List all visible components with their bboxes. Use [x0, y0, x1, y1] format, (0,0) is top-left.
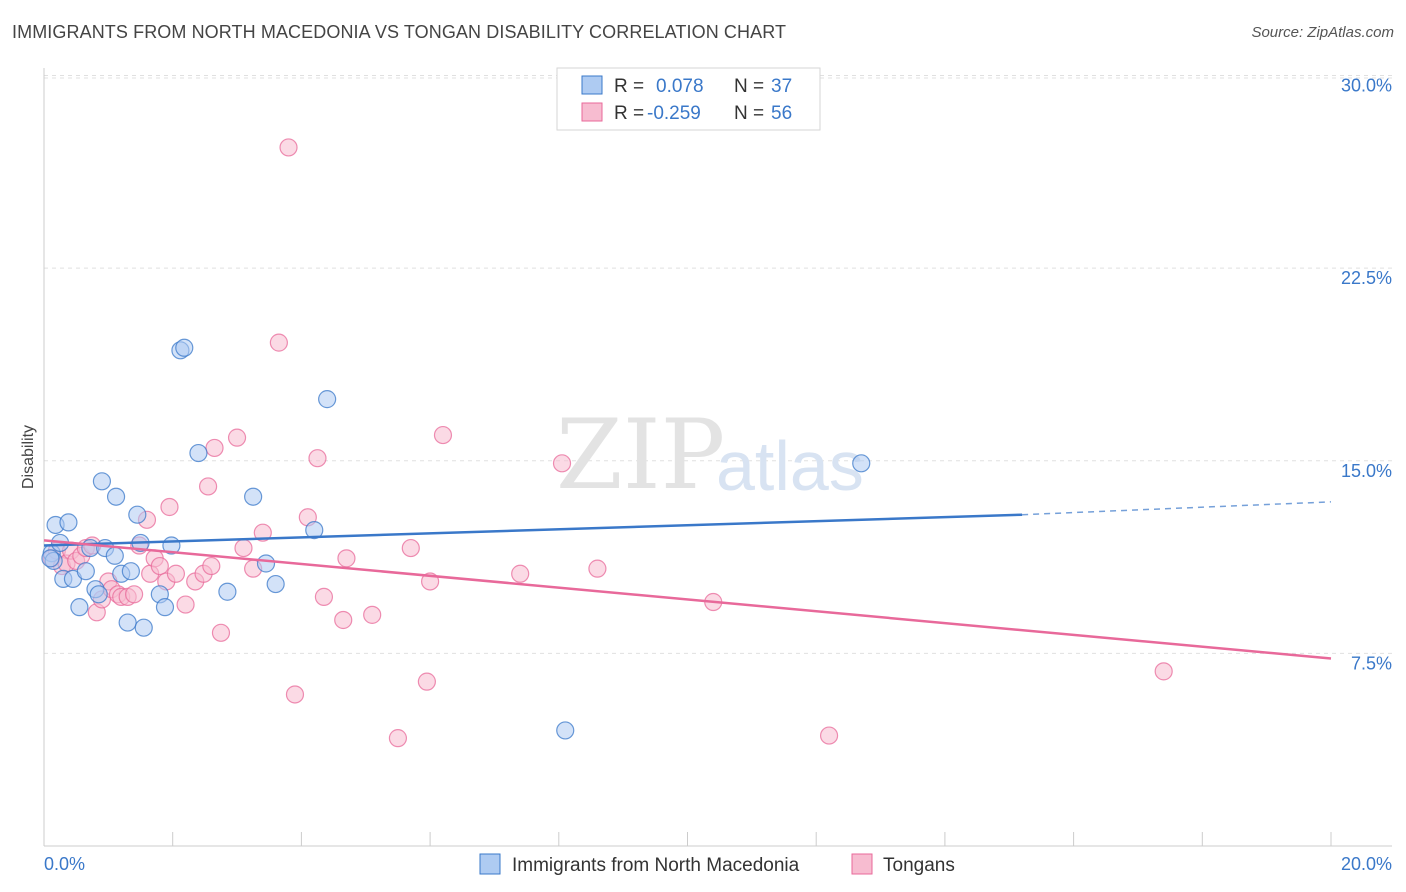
north-macedonia-point — [121, 562, 140, 581]
tongan-point — [269, 333, 288, 352]
tongan-point — [279, 138, 298, 157]
tongan-point — [176, 595, 195, 614]
legend-n-value-1: 37 — [771, 76, 792, 97]
watermark-zip: ZIP — [556, 399, 725, 511]
tongan-point — [433, 425, 453, 445]
north-macedonia-point — [134, 618, 153, 637]
north-macedonia-point — [305, 521, 324, 540]
north-macedonia-point — [76, 562, 95, 581]
legend-n-label-2: N = — [734, 103, 764, 124]
north-macedonia-point — [118, 613, 137, 632]
legend-r-label-1: R = — [614, 76, 644, 97]
north-macedonia-point — [244, 487, 263, 506]
y-tick-label: 7.5% — [1351, 653, 1392, 673]
north-macedonia-point — [852, 454, 871, 473]
tongan-point — [1154, 662, 1173, 681]
bottom-legend-swatch-blue — [479, 853, 501, 875]
series-legend: Immigrants from North Macedonia Tongans — [479, 853, 955, 876]
tongan-point — [124, 585, 144, 604]
north-macedonia-point — [128, 505, 147, 524]
north-macedonia-point — [266, 574, 285, 594]
tongan-point — [314, 587, 334, 606]
tongan-point — [160, 497, 179, 517]
watermark-atlas: atlas — [716, 427, 864, 505]
north-macedonia-point — [106, 487, 126, 506]
y-tick-label: 15.0% — [1341, 461, 1392, 481]
legend-n-label-1: N = — [734, 76, 764, 97]
tongan-point — [819, 726, 839, 745]
correlation-legend: R = 0.078 N = 37 R = -0.259 N = 56 — [556, 67, 821, 131]
north-macedonia-point — [89, 585, 108, 604]
north-macedonia-points — [41, 338, 871, 740]
north-macedonia-point — [70, 598, 89, 617]
north-macedonia-point — [556, 721, 575, 740]
legend-swatch-blue — [581, 75, 603, 95]
tongan-point — [234, 538, 253, 558]
legend-swatch-pink — [581, 102, 603, 122]
tongan-point — [150, 556, 169, 576]
source-label: Source: ZipAtlas.com — [1251, 24, 1394, 41]
north-macedonia-point — [175, 338, 194, 357]
tongan-point — [205, 438, 224, 458]
tongan-point — [202, 556, 221, 576]
tongan-point — [511, 564, 530, 583]
north-macedonia-point — [318, 390, 337, 409]
bottom-legend-label-blue: Immigrants from North Macedonia — [512, 855, 800, 876]
tongan-point — [198, 477, 218, 496]
bottom-legend-label-pink: Tongans — [883, 855, 955, 876]
y-axis-label: Disability — [20, 425, 37, 489]
north-macedonia-trend-extension — [1022, 501, 1332, 516]
tongan-point — [285, 685, 305, 704]
tongans-trend-line — [43, 539, 1332, 660]
x-tick-label-max: 20.0% — [1341, 854, 1392, 874]
legend-r-label-2: R = — [614, 103, 644, 124]
north-macedonia-point — [218, 582, 237, 601]
chart-title: IMMIGRANTS FROM NORTH MACEDONIA VS TONGA… — [12, 22, 787, 42]
north-macedonia-point — [189, 443, 208, 463]
y-tick-label: 30.0% — [1341, 76, 1392, 96]
north-macedonia-point — [105, 546, 124, 565]
tongan-point — [227, 428, 247, 447]
tongan-point — [211, 623, 231, 642]
tongan-point — [401, 538, 420, 558]
legend-r-value-2: -0.259 — [647, 103, 701, 124]
north-macedonia-point — [41, 549, 60, 568]
tongan-point — [552, 454, 572, 473]
x-axis-ticks — [172, 832, 1332, 846]
tongan-point — [253, 523, 272, 542]
y-tick-labels: 7.5% 15.0% 22.5% 30.0% — [1341, 76, 1392, 674]
legend-r-value-1: 0.078 — [656, 76, 704, 97]
bottom-legend-swatch-pink — [851, 853, 873, 875]
tongan-point — [308, 449, 327, 468]
x-tick-label-min: 0.0% — [44, 854, 85, 874]
tongan-point — [337, 549, 356, 568]
north-macedonia-point — [155, 598, 175, 617]
y-tick-label: 22.5% — [1341, 268, 1392, 288]
tongan-point — [166, 564, 186, 583]
north-macedonia-point — [92, 472, 112, 491]
tongan-point — [334, 610, 353, 630]
north-macedonia-point — [256, 554, 276, 573]
tongan-point — [388, 729, 408, 748]
legend-n-value-2: 56 — [771, 103, 792, 124]
trend-lines — [43, 501, 1332, 660]
north-macedonia-point — [59, 513, 78, 532]
tongan-point — [363, 605, 382, 624]
tongan-point — [588, 559, 607, 578]
tongan-point — [417, 672, 436, 691]
north-macedonia-trend-line — [43, 513, 1023, 547]
